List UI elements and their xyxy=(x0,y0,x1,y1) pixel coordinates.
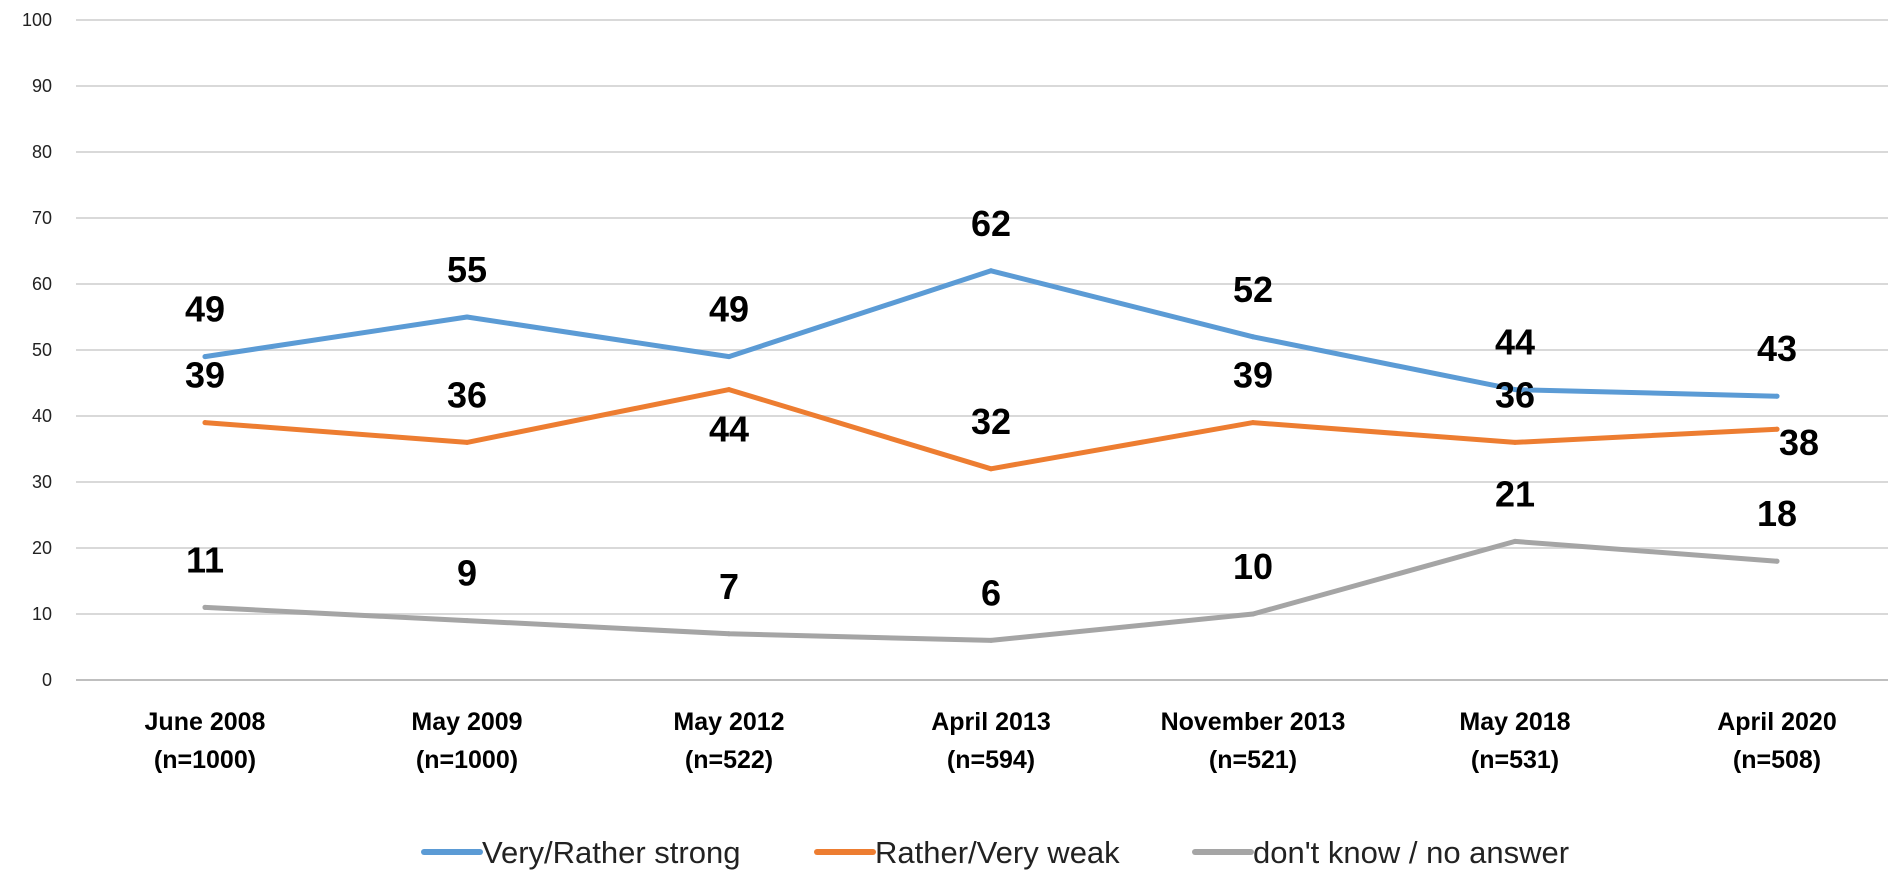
x-tick-label: April 2020 xyxy=(1717,708,1837,736)
x-tick-sublabel: (n=594) xyxy=(947,746,1035,774)
data-label: 36 xyxy=(1495,374,1535,415)
x-tick-sublabel: (n=1000) xyxy=(416,746,518,774)
data-labels: 49 55 49 62 52 44 43 39 36 44 32 39 36 38 11 9 7 6 10 21 18 xyxy=(185,203,1819,614)
data-point xyxy=(1250,334,1256,340)
y-tick-label: 40 xyxy=(32,406,52,426)
y-tick-label: 60 xyxy=(32,274,52,294)
data-point xyxy=(464,618,470,624)
legend: Very/Rather strong Rather/Very weak don't … xyxy=(421,835,1569,870)
x-tick-sublabel: (n=522) xyxy=(685,746,773,774)
data-point xyxy=(1512,387,1518,393)
legend-label: Very/Rather strong xyxy=(482,835,740,870)
x-tick-label: April 2013 xyxy=(931,708,1051,736)
y-tick-label: 30 xyxy=(32,472,52,492)
y-tick-label: 80 xyxy=(32,142,52,162)
data-point xyxy=(1774,393,1780,399)
series-line-1 xyxy=(202,268,1780,399)
data-point xyxy=(1250,420,1256,426)
data-label: 36 xyxy=(447,374,487,415)
data-point xyxy=(988,466,994,472)
data-label: 49 xyxy=(709,289,749,330)
data-label: 10 xyxy=(1233,546,1273,587)
series-lines xyxy=(202,268,1780,643)
legend-label: Rather/Very weak xyxy=(875,835,1120,870)
legend-label: don't know / no answer xyxy=(1253,835,1569,870)
y-tick-label: 90 xyxy=(32,76,52,96)
y-tick-label: 100 xyxy=(22,10,52,30)
data-label: 44 xyxy=(1495,322,1535,363)
y-tick-label: 70 xyxy=(32,208,52,228)
y-tick-label: 0 xyxy=(42,670,52,690)
data-label: 52 xyxy=(1233,269,1273,310)
data-point xyxy=(1774,558,1780,564)
data-point xyxy=(988,637,994,643)
y-tick-label: 50 xyxy=(32,340,52,360)
data-label: 18 xyxy=(1757,493,1797,534)
data-label: 11 xyxy=(186,539,224,580)
data-label: 39 xyxy=(185,355,225,396)
data-point xyxy=(988,268,994,274)
y-tick-label: 20 xyxy=(32,538,52,558)
data-label: 21 xyxy=(1495,473,1535,514)
data-point xyxy=(1774,426,1780,432)
data-label: 7 xyxy=(719,566,739,607)
data-label: 43 xyxy=(1757,328,1797,369)
data-label: 38 xyxy=(1779,422,1819,463)
x-tick-label: November 2013 xyxy=(1161,708,1346,736)
data-point xyxy=(202,604,208,610)
data-point xyxy=(1512,439,1518,445)
data-label: 6 xyxy=(981,572,1001,613)
data-label: 62 xyxy=(971,203,1011,244)
data-point xyxy=(726,354,732,360)
x-tick-sublabel: (n=521) xyxy=(1209,746,1297,774)
y-axis-ticks: 0 10 20 30 40 50 60 70 80 90 100 xyxy=(22,10,52,690)
data-point xyxy=(1250,611,1256,617)
x-tick-label: May 2009 xyxy=(411,708,522,736)
x-tick-label: May 2012 xyxy=(673,708,784,736)
data-point xyxy=(464,314,470,320)
data-label: 9 xyxy=(457,553,477,594)
x-axis-ticks: June 2008 (n=1000) May 2009 (n=1000) May 201… xyxy=(145,708,1837,774)
data-point xyxy=(1512,538,1518,544)
data-point xyxy=(202,420,208,426)
data-point xyxy=(726,387,732,393)
y-tick-label: 10 xyxy=(32,604,52,624)
x-tick-sublabel: (n=531) xyxy=(1471,746,1559,774)
data-label: 32 xyxy=(971,401,1011,442)
x-tick-sublabel: (n=508) xyxy=(1733,746,1821,774)
data-label: 44 xyxy=(709,409,749,450)
data-label: 55 xyxy=(447,249,487,290)
x-tick-label: June 2008 xyxy=(145,708,266,736)
data-point xyxy=(202,354,208,360)
data-label: 39 xyxy=(1233,355,1273,396)
x-tick-label: May 2018 xyxy=(1459,708,1570,736)
x-tick-sublabel: (n=1000) xyxy=(154,746,256,774)
data-point xyxy=(464,439,470,445)
data-point xyxy=(726,631,732,637)
data-label: 49 xyxy=(185,289,225,330)
